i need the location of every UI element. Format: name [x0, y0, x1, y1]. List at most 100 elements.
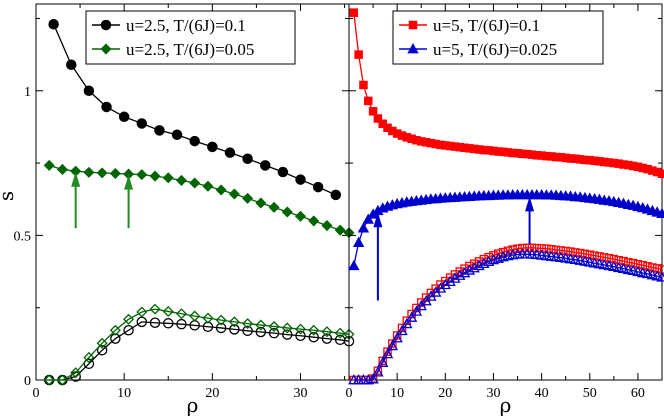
data-point: [215, 322, 227, 334]
data-point: [434, 282, 447, 293]
data-point: [268, 201, 280, 213]
data-point: [295, 330, 306, 341]
data-point: [228, 316, 240, 328]
data-point: [312, 181, 324, 193]
data-point: [189, 135, 200, 147]
x-tick-label: 0: [346, 386, 353, 401]
legend-marker: [407, 43, 419, 54]
data-point: [377, 356, 389, 367]
data-point: [136, 306, 148, 318]
x-tick-label: 60: [631, 386, 645, 401]
data-point: [96, 337, 108, 349]
data-point: [136, 118, 148, 129]
series-line: [49, 164, 350, 234]
data-point: [308, 215, 320, 227]
x-tick-label: 20: [438, 386, 452, 401]
data-point: [294, 323, 307, 335]
data-point: [282, 329, 293, 340]
data-point: [656, 271, 664, 282]
data-point: [352, 236, 365, 247]
plot-frame: [348, 3, 663, 381]
series-4: [43, 303, 355, 386]
data-point: [123, 313, 135, 325]
data-point: [215, 184, 227, 196]
legend: u=5, T/(6J)=0.1 u=5, T/(6J)=0.025: [392, 10, 604, 65]
legend-box: [85, 10, 296, 65]
data-point: [396, 324, 408, 336]
x-tick-label: 10: [390, 386, 404, 401]
legend: u=2.5, T/(6J)=0.1 u=2.5, T/(6J)=0.05: [85, 10, 296, 65]
data-point: [118, 111, 130, 123]
series-2: [43, 159, 355, 239]
data-point: [189, 310, 201, 322]
x-axis-label: ρ: [500, 393, 512, 417]
series-line: [49, 308, 350, 381]
data-point: [617, 262, 630, 273]
data-point: [277, 166, 289, 178]
annotation-arrow-head: [373, 212, 383, 228]
series-line: [49, 321, 350, 381]
data-point: [281, 206, 293, 218]
data-point: [458, 267, 471, 278]
data-point: [43, 159, 55, 171]
data-point: [439, 278, 452, 290]
data-point: [202, 180, 214, 192]
data-point: [532, 243, 542, 253]
y-tick-label: 1: [24, 85, 31, 100]
data-point: [83, 358, 95, 370]
data-point: [364, 96, 373, 106]
data-point: [171, 129, 183, 140]
data-point: [149, 170, 161, 182]
data-point: [96, 167, 108, 179]
data-point: [444, 275, 456, 286]
data-point: [513, 244, 522, 253]
data-point: [473, 259, 485, 271]
data-point: [368, 107, 378, 116]
data-point: [109, 167, 121, 180]
data-point: [255, 197, 267, 209]
data-point: [295, 174, 306, 185]
x-axis-label: ρ: [187, 393, 199, 417]
data-point: [522, 243, 532, 253]
data-point: [646, 269, 659, 280]
series-1: [48, 18, 342, 201]
data-point: [149, 303, 161, 315]
data-point: [242, 153, 253, 164]
series-4: [348, 248, 664, 385]
data-point: [123, 325, 134, 336]
data-point: [478, 257, 490, 269]
data-point: [176, 318, 187, 330]
data-point: [641, 267, 654, 279]
data-point: [330, 189, 342, 201]
y-tick-label: 0: [24, 374, 31, 389]
data-point: [162, 305, 174, 317]
data-point: [321, 326, 333, 338]
legend-label: u=2.5, T/(6J)=0.1: [126, 16, 246, 35]
data-point: [175, 308, 187, 320]
data-point: [228, 188, 240, 200]
legend-label: u=5, T/(6J)=0.025: [433, 40, 557, 59]
series-3: [43, 316, 355, 386]
data-point: [508, 245, 517, 254]
data-point: [189, 177, 201, 189]
data-point: [202, 312, 214, 324]
x-tick-label: 20: [205, 386, 219, 401]
data-point: [163, 318, 174, 329]
data-point: [70, 367, 82, 379]
data-point: [207, 141, 218, 153]
data-point: [449, 272, 461, 283]
data-point: [321, 220, 333, 232]
data-point: [268, 327, 280, 339]
data-point: [215, 314, 227, 326]
data-point: [242, 192, 254, 204]
data-point: [268, 320, 280, 333]
data-point: [359, 80, 368, 90]
data-point: [334, 327, 346, 339]
legend-label: u=2.5, T/(6J)=0.05: [126, 40, 254, 59]
x-tick-label: 40: [535, 386, 549, 401]
data-point: [136, 169, 148, 181]
data-point: [255, 319, 267, 331]
data-point: [415, 300, 427, 311]
